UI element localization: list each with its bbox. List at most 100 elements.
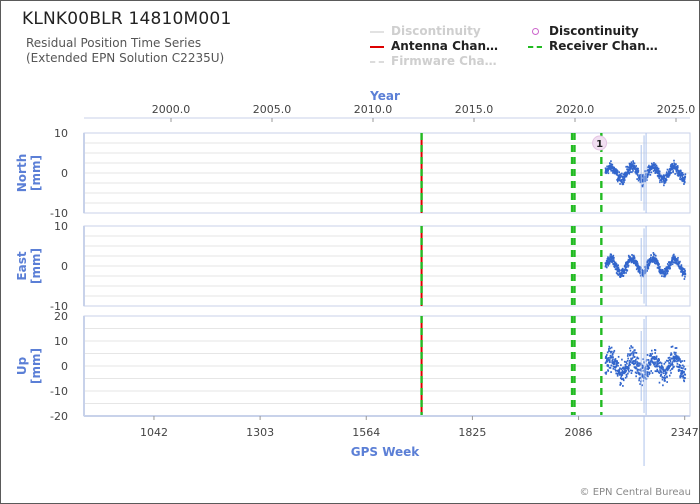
data-point <box>642 375 645 378</box>
data-point <box>644 177 646 180</box>
data-point <box>680 171 683 174</box>
data-point <box>632 351 634 353</box>
data-point <box>681 173 683 175</box>
legend-item-antenna-change[interactable]: Antenna Chan… <box>370 39 498 53</box>
data-point <box>632 257 634 260</box>
data-point <box>658 170 661 173</box>
data-point <box>632 360 634 363</box>
data-point <box>684 368 687 370</box>
data-point <box>641 178 644 181</box>
data-point <box>658 359 660 362</box>
data-point <box>654 365 656 368</box>
data-point <box>644 266 647 268</box>
data-point <box>668 362 670 364</box>
data-point <box>644 170 647 173</box>
data-point <box>662 174 665 177</box>
data-point <box>653 358 656 361</box>
data-point <box>683 365 685 368</box>
data-point <box>641 185 644 188</box>
data-point <box>613 260 616 263</box>
data-point <box>610 346 613 349</box>
data-point <box>658 381 661 384</box>
y-tick-label: 0 <box>61 360 68 373</box>
data-point <box>653 355 656 358</box>
data-point <box>629 369 632 372</box>
data-point <box>664 377 667 379</box>
data-point <box>667 360 669 362</box>
data-point <box>622 370 624 373</box>
bottom-axis-tick-label: 1303 <box>246 426 274 439</box>
data-point <box>669 173 671 176</box>
data-point <box>608 350 610 353</box>
data-point <box>639 376 642 379</box>
data-point <box>636 167 638 170</box>
data-point <box>681 369 684 372</box>
data-point <box>620 382 622 385</box>
data-point <box>611 361 614 364</box>
data-point <box>674 163 676 166</box>
data-point <box>622 377 624 380</box>
data-point <box>610 169 613 172</box>
data-point <box>607 370 610 372</box>
data-point <box>639 266 642 269</box>
data-point <box>657 264 660 267</box>
data-point <box>664 373 667 375</box>
data-point <box>674 360 676 362</box>
data-point <box>612 356 614 359</box>
data-point <box>669 354 672 356</box>
data-point <box>612 171 614 174</box>
data-point <box>634 351 636 354</box>
data-point <box>613 170 616 173</box>
legend-label: Firmware Cha… <box>391 54 497 68</box>
data-point <box>635 170 638 172</box>
data-point <box>667 267 670 270</box>
data-point <box>635 367 638 370</box>
data-point <box>664 361 667 364</box>
data-point <box>612 358 614 361</box>
data-point <box>604 357 607 359</box>
data-point <box>613 266 616 268</box>
top-axis-tick-label: 2025.0 <box>657 103 696 116</box>
data-point <box>665 177 667 180</box>
data-point <box>656 168 659 170</box>
data-point <box>606 170 608 173</box>
top-axis-tick-label: 2000.0 <box>152 103 191 116</box>
data-point <box>678 172 681 174</box>
legend-swatch-line <box>370 45 384 48</box>
legend-item-discontinuity[interactable]: Discontinuity <box>528 24 639 38</box>
data-point <box>647 365 650 368</box>
data-point <box>632 169 634 172</box>
data-point <box>639 271 642 273</box>
data-point <box>654 254 657 257</box>
data-point <box>653 363 656 366</box>
data-point <box>641 384 643 387</box>
data-point <box>621 378 623 381</box>
discontinuity-marker-label: 1 <box>596 139 603 150</box>
data-point <box>675 170 678 173</box>
data-point <box>608 262 611 265</box>
data-point <box>680 268 683 271</box>
data-point <box>655 257 657 260</box>
data-point <box>625 375 628 378</box>
y-axis-label: Up <box>15 356 29 375</box>
data-point <box>661 275 663 278</box>
data-point <box>612 365 615 368</box>
data-point <box>665 273 667 276</box>
data-point <box>670 263 672 266</box>
data-point <box>663 377 665 379</box>
legend-item-discontinuity-faded[interactable]: Discontinuity <box>370 24 481 38</box>
data-point <box>634 171 637 174</box>
data-point <box>629 169 631 171</box>
data-point <box>678 174 681 177</box>
legend-item-receiver-change[interactable]: Receiver Chan… <box>528 39 658 53</box>
data-point <box>632 354 635 357</box>
data-point <box>623 179 626 181</box>
data-point <box>676 168 679 171</box>
data-point <box>675 165 678 168</box>
data-point <box>642 269 644 272</box>
data-point <box>654 260 657 263</box>
data-point <box>621 369 624 372</box>
data-point <box>627 357 629 360</box>
data-point <box>676 263 679 266</box>
legend-item-firmware-change[interactable]: Firmware Cha… <box>370 54 497 68</box>
